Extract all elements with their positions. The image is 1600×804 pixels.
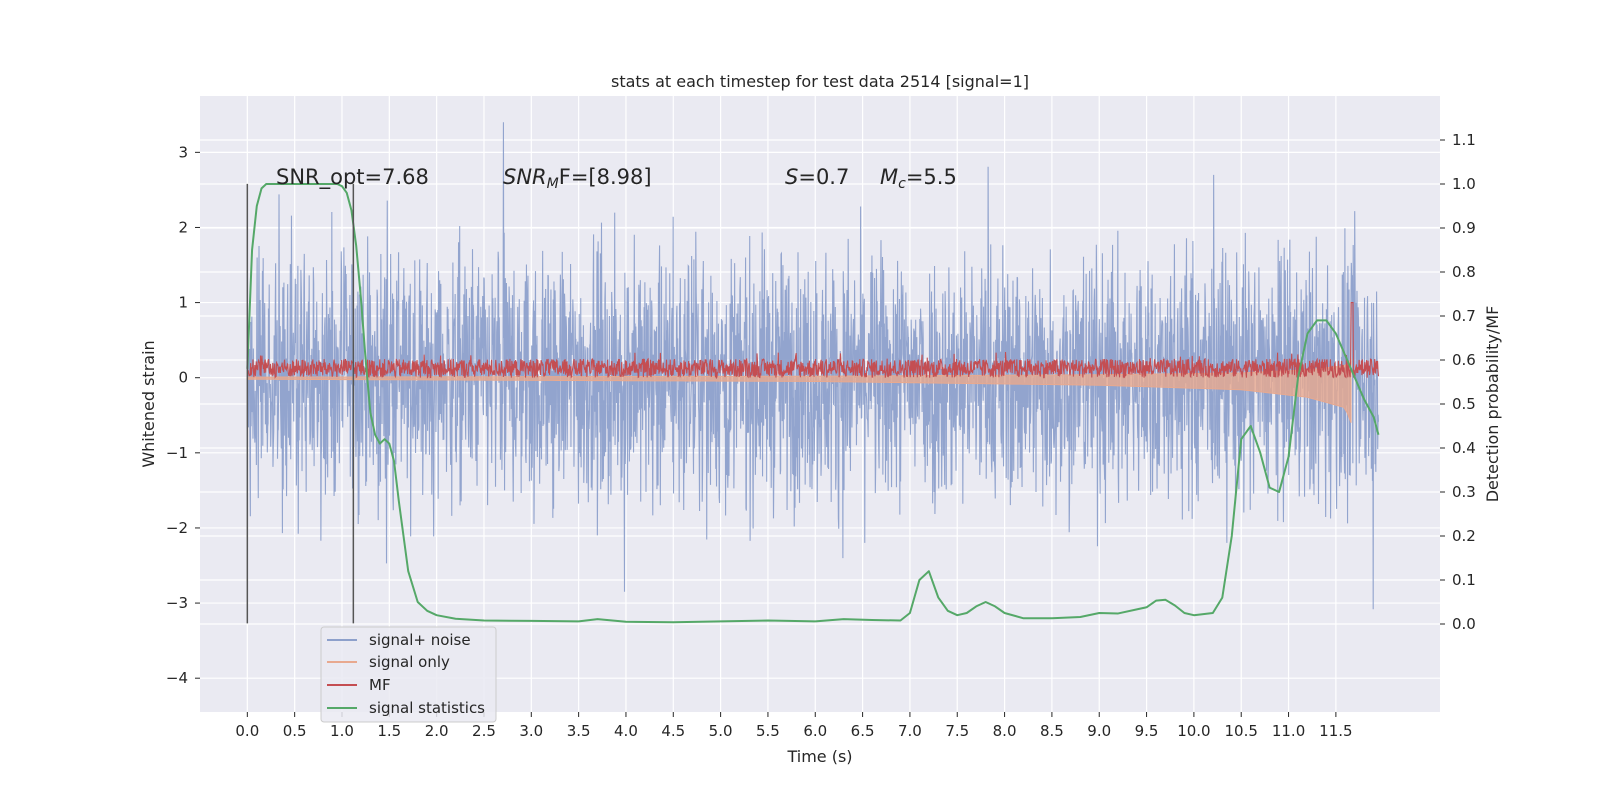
x-tick-label: 8.5 — [1040, 722, 1064, 740]
x-tick-label: 5.0 — [709, 722, 733, 740]
y-axis-label: Whitened strain — [139, 340, 158, 467]
x-tick-label: 3.0 — [519, 722, 543, 740]
legend-box — [320, 626, 497, 723]
x-tick-label: 4.0 — [614, 722, 638, 740]
x-tick-label: 7.0 — [898, 722, 922, 740]
annotation-snr-mf: SNRMF=[8.98] — [503, 165, 652, 192]
window-markers — [246, 183, 355, 624]
y2-tick-label: 0.3 — [1452, 483, 1476, 501]
x-tick-label: 0.0 — [235, 722, 259, 740]
y-tick-label: −4 — [166, 669, 188, 687]
y-tick-label: −3 — [166, 594, 188, 612]
y-tick-label: −2 — [166, 519, 188, 537]
x-tick-label: 6.5 — [851, 722, 875, 740]
series-signal-only — [246, 358, 1352, 423]
series-signal-statistics — [246, 183, 1380, 624]
y2-tick-label: 0.6 — [1452, 351, 1476, 369]
x-tick-label: 10.0 — [1177, 722, 1210, 740]
y2-tick-label: 0.9 — [1452, 219, 1476, 237]
x-tick-label: 0.5 — [283, 722, 307, 740]
ticks: 0.0 0.5 1.0 1.5 2.0 2.5 3.0 3.5 4.0 4.5 5.0 5.5 6.0 6… — [166, 131, 1476, 740]
chart-title: stats at each timestep for test data 251… — [611, 72, 1029, 91]
x-tick-label: 1.5 — [377, 722, 401, 740]
y-tick-label: 1 — [178, 294, 188, 312]
y-tick-label: 3 — [178, 143, 188, 161]
y2-tick-label: 0.1 — [1452, 571, 1476, 589]
legend-label-signal: signal only — [369, 653, 450, 671]
y-tick-label: −1 — [166, 444, 188, 462]
x-tick-label: 8.0 — [993, 722, 1017, 740]
annotation-s: S=0.7 — [785, 165, 849, 189]
annotation-mc-value: =5.5 — [906, 165, 957, 189]
x-tick-label: 4.5 — [661, 722, 685, 740]
x-tick-label: 5.5 — [756, 722, 780, 740]
y2-tick-label: 0.8 — [1452, 263, 1476, 281]
x-tick-label: 6.0 — [803, 722, 827, 740]
annotation-mc: Mc=5.5 — [880, 165, 957, 192]
annotation-s-value: =0.7 — [798, 165, 849, 189]
x-tick-label: 7.5 — [945, 722, 969, 740]
legend: signal+ noise signal only MF signal stat… — [320, 626, 497, 723]
y2-tick-label: 1.1 — [1452, 131, 1476, 149]
series-mf — [246, 302, 1380, 380]
y2-axis-label: Detection probability/MF — [1483, 306, 1502, 503]
x-tick-label: 10.5 — [1225, 722, 1258, 740]
y2-tick-label: 0.5 — [1452, 395, 1476, 413]
y2-tick-label: 0.4 — [1452, 439, 1476, 457]
x-tick-label: 2.0 — [425, 722, 449, 740]
y2-tick-label: 1.0 — [1452, 175, 1476, 193]
y2-tick-label: 0.7 — [1452, 307, 1476, 325]
annotation-snr-opt: SNR_opt=7.68 — [276, 165, 429, 190]
annotation-s-main: S — [785, 165, 798, 189]
legend-label-stats: signal statistics — [369, 699, 485, 717]
x-tick-label: 3.5 — [567, 722, 591, 740]
x-tick-label: 2.5 — [472, 722, 496, 740]
series-layer — [246, 122, 1380, 624]
y-tick-label: 0 — [178, 369, 188, 387]
annotation-mc-main: M — [880, 165, 898, 189]
x-tick-label: 1.0 — [330, 722, 354, 740]
legend-label-mf: MF — [369, 676, 391, 694]
x-tick-label: 9.5 — [1135, 722, 1159, 740]
y2-tick-label: 0.0 — [1452, 615, 1476, 633]
x-tick-label: 9.0 — [1087, 722, 1111, 740]
annotation-snr-mf-value: F=[8.98] — [559, 165, 652, 189]
annotation-snr-mf-sub: M — [547, 176, 559, 192]
x-tick-label: 11.0 — [1272, 722, 1305, 740]
x-axis-label: Time (s) — [786, 747, 852, 766]
y2-tick-label: 0.2 — [1452, 527, 1476, 545]
legend-label-noise: signal+ noise — [369, 631, 471, 649]
annotation-snr-mf-main: SNR — [503, 165, 547, 189]
x-tick-label: 11.5 — [1319, 722, 1352, 740]
y-tick-label: 2 — [178, 218, 188, 236]
annotation-mc-sub: c — [898, 176, 906, 192]
